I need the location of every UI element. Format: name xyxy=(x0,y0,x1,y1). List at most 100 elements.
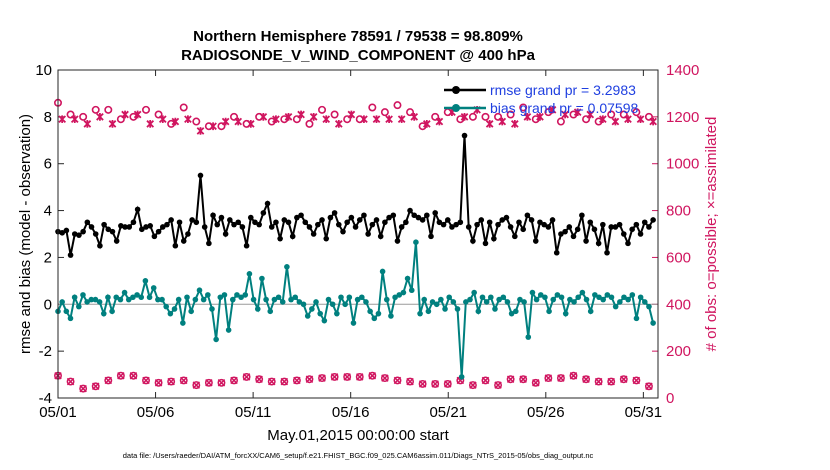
bias-point xyxy=(113,294,120,301)
rmse-point xyxy=(210,212,216,219)
rmse-point xyxy=(574,226,581,233)
obs_assimilated-marker xyxy=(611,117,620,126)
rmse-point xyxy=(616,221,623,228)
bias-point xyxy=(438,296,444,303)
rmse-point xyxy=(591,226,598,233)
obs_possible-marker xyxy=(506,110,515,119)
obs_possible-marker xyxy=(481,112,490,121)
obs_possible-marker xyxy=(494,112,503,121)
legend-bias-label: bias grand pr = 0.07598 xyxy=(490,100,638,116)
bias-point xyxy=(71,294,78,301)
x-tick-label: 05/21 xyxy=(429,404,467,421)
obs_possible-marker xyxy=(129,112,138,121)
obs_low-marker-x xyxy=(494,381,502,389)
obs_assimilated-marker xyxy=(485,120,494,128)
chart-title-line1: Northern Hemisphere 78591 / 79538 = 98.8… xyxy=(193,28,523,45)
obs_low-marker xyxy=(154,378,163,387)
rmse-point xyxy=(118,223,124,229)
bias-point xyxy=(650,320,656,326)
rmse-point xyxy=(428,233,434,240)
rmse-point xyxy=(84,219,91,226)
rmse-point xyxy=(193,219,200,226)
rmse-point xyxy=(247,214,254,221)
obs_low-marker-x xyxy=(368,372,377,380)
rmse-point xyxy=(222,231,229,237)
obs_low-marker xyxy=(355,372,364,381)
obs_low-marker-x xyxy=(129,372,138,380)
bias-point xyxy=(408,287,415,294)
bias-point xyxy=(396,292,403,298)
bias-point xyxy=(84,299,90,305)
bias-point xyxy=(217,294,224,301)
y-tick-label-left: 4 xyxy=(44,203,52,220)
bias-point xyxy=(134,292,140,298)
bias-point xyxy=(525,334,532,340)
bias-point xyxy=(267,308,274,315)
y-tick-label-left: -4 xyxy=(39,390,52,407)
rmse-point xyxy=(524,212,531,219)
rmse-point xyxy=(528,217,535,223)
rmse-point xyxy=(553,249,560,256)
bias-point xyxy=(429,299,436,305)
bias-point xyxy=(250,296,257,303)
rmse-point xyxy=(461,132,468,139)
rmse-point xyxy=(227,217,233,223)
data-file-footer: data file: /Users/raeder/DAI/ATM_forcXX/… xyxy=(123,451,594,460)
obs_possible-marker xyxy=(569,110,578,119)
rmse-point xyxy=(566,224,573,230)
bias-point xyxy=(200,296,207,303)
obs_low-marker-x xyxy=(532,379,540,387)
obs_low-marker xyxy=(305,375,314,384)
rmse-point xyxy=(143,224,149,230)
obs_possible-marker xyxy=(230,112,239,121)
obs_low-marker xyxy=(569,371,578,380)
obs_assimilated-marker xyxy=(624,115,632,124)
bias-point xyxy=(67,315,74,322)
rmse-point xyxy=(629,226,635,233)
obs_low-marker-x xyxy=(242,373,251,381)
obs_low-marker-x xyxy=(645,382,653,391)
rmse-point xyxy=(59,230,65,236)
bias-point xyxy=(63,308,70,315)
rmse-point xyxy=(444,217,451,223)
rmse-point xyxy=(436,219,443,226)
obs_assimilated-marker xyxy=(422,120,431,128)
bias-point xyxy=(612,303,619,310)
bias-point xyxy=(309,306,315,312)
obs_assimilated-marker xyxy=(96,113,104,121)
y-tick-label-left: 10 xyxy=(35,62,52,79)
obs_possible-marker xyxy=(167,119,176,128)
bias-point xyxy=(554,292,561,298)
bias-point xyxy=(433,301,440,308)
bias-point xyxy=(238,294,244,301)
rmse-point xyxy=(340,228,346,235)
rmse-point xyxy=(633,221,640,228)
obs_assimilated-marker xyxy=(209,122,217,131)
bias-point xyxy=(213,336,219,343)
rmse-point xyxy=(113,238,120,244)
obs_possible-marker xyxy=(619,110,628,119)
bias-point xyxy=(633,315,640,322)
rmse-point xyxy=(101,221,107,228)
obs_possible-marker xyxy=(406,108,415,117)
rmse-point xyxy=(252,219,258,226)
obs_possible-marker xyxy=(66,110,75,119)
obs_low-marker-x xyxy=(305,375,314,383)
rmse-point xyxy=(390,212,397,219)
bias-point xyxy=(329,301,336,308)
bias-point xyxy=(234,292,240,298)
rmse-point xyxy=(201,224,208,230)
obs_possible-marker xyxy=(468,112,477,121)
obs_low-marker xyxy=(292,376,301,385)
obs_low-marker xyxy=(217,378,226,387)
obs_possible-marker xyxy=(318,105,327,114)
obs_low-marker xyxy=(506,375,515,384)
rmse-point xyxy=(646,224,652,230)
bias-point xyxy=(400,289,407,296)
obs_low-marker-x xyxy=(356,373,364,381)
bias-point xyxy=(375,310,382,317)
obs_possible-marker xyxy=(179,103,188,112)
obs_possible-marker xyxy=(280,115,289,124)
obs_assimilated-marker xyxy=(246,120,255,128)
bias-point xyxy=(463,299,469,305)
